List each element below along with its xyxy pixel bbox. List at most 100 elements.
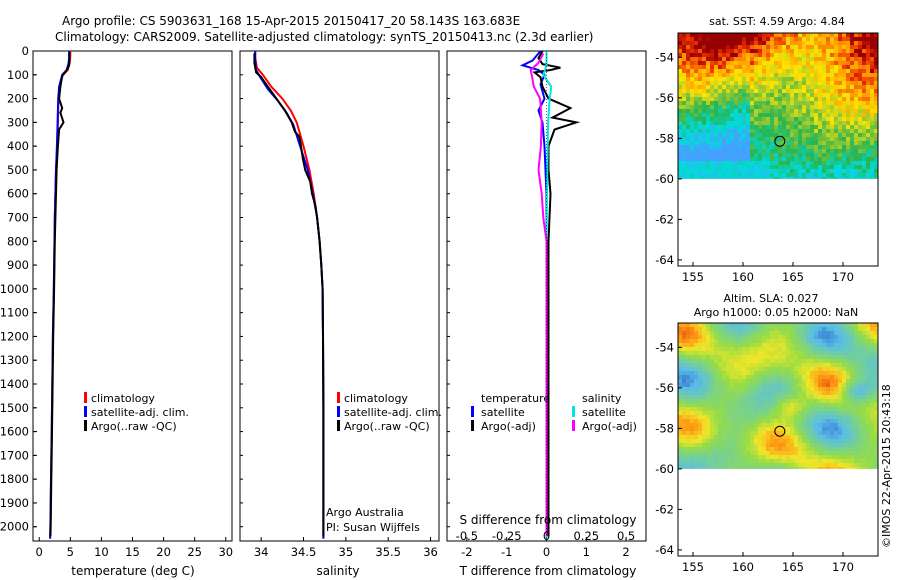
map-cell — [706, 85, 711, 90]
map-cell — [834, 343, 839, 348]
map-cell — [702, 451, 707, 456]
map-cell — [782, 157, 787, 162]
map-cell — [714, 443, 719, 448]
map-cell — [754, 89, 759, 94]
map-cell — [682, 137, 687, 142]
map-cell — [738, 165, 743, 170]
map-cell — [730, 363, 735, 368]
map-cell — [786, 169, 791, 174]
map-cell — [842, 173, 847, 178]
map-cell — [742, 391, 747, 396]
map-cell — [802, 391, 807, 396]
map-cell — [710, 177, 715, 179]
map-cell — [846, 81, 851, 86]
map-cell — [734, 455, 739, 460]
map-cell — [758, 57, 763, 62]
map-cell — [738, 387, 743, 392]
map-cell — [818, 379, 823, 384]
map-cell — [778, 173, 783, 178]
map-cell — [746, 371, 751, 376]
map-cell — [734, 101, 739, 106]
map-cell — [682, 323, 687, 328]
map-cell — [846, 165, 851, 170]
map-cell — [850, 81, 855, 86]
map-cell — [858, 451, 863, 456]
map-cell — [718, 157, 723, 162]
map-cell — [858, 81, 863, 86]
map-cell — [714, 133, 719, 138]
map-cell — [862, 447, 867, 452]
map-cell — [690, 97, 695, 102]
map-cell — [730, 45, 735, 50]
map-cell — [766, 399, 771, 404]
map-cell — [866, 367, 871, 372]
map-cell — [814, 69, 819, 74]
map-cell — [862, 347, 867, 352]
map-cell — [854, 113, 859, 118]
map-cell — [798, 89, 803, 94]
map-cell — [746, 335, 751, 340]
map-cell — [830, 359, 835, 364]
map-cell — [810, 363, 815, 368]
map-cell — [758, 387, 763, 392]
map-cell — [866, 169, 871, 174]
map-cell — [762, 73, 767, 78]
map-cell — [710, 129, 715, 134]
map-cell — [814, 129, 819, 134]
map-cell — [790, 65, 795, 70]
map-cell — [762, 415, 767, 420]
map-cell — [690, 467, 695, 469]
map-cell — [838, 133, 843, 138]
map-cell — [734, 153, 739, 158]
map-cell — [730, 331, 735, 336]
map-cell — [838, 61, 843, 66]
map-cell — [686, 343, 691, 348]
map-cell — [726, 371, 731, 376]
map-cell — [770, 57, 775, 62]
map-cell — [758, 355, 763, 360]
map-cell — [850, 351, 855, 356]
map-cell — [810, 323, 815, 328]
profile-line-argo-raw-qc- — [253, 53, 325, 537]
map-cell — [802, 69, 807, 74]
map-cell — [842, 339, 847, 344]
map-cell — [770, 77, 775, 82]
map-cell — [814, 113, 819, 118]
map-cell — [814, 125, 819, 130]
map-cell — [854, 125, 859, 130]
map-cell — [810, 173, 815, 178]
map-cell — [690, 137, 695, 142]
map-cell — [826, 41, 831, 46]
map-cell — [810, 145, 815, 150]
map-cell — [874, 157, 879, 162]
map-cell — [738, 37, 743, 42]
map-cell — [710, 327, 715, 332]
map-cell — [690, 423, 695, 428]
map-cell — [810, 463, 815, 468]
map-cell — [806, 431, 811, 436]
map-cell — [782, 387, 787, 392]
map-cell — [750, 459, 755, 464]
map-cell — [782, 125, 787, 130]
map-cell — [706, 323, 711, 328]
x-tick-label: -2 — [461, 545, 472, 559]
map-cell — [782, 153, 787, 158]
map-cell — [830, 113, 835, 118]
map-cell — [686, 459, 691, 464]
map-cell — [854, 431, 859, 436]
map-cell — [762, 85, 767, 90]
map-cell — [806, 359, 811, 364]
map-cell — [846, 419, 851, 424]
map-cell — [706, 149, 711, 154]
map-cell — [726, 165, 731, 170]
map-cell — [750, 351, 755, 356]
map-cell — [858, 77, 863, 82]
map-cell — [734, 49, 739, 54]
x-tick-label: 5 — [67, 545, 74, 559]
map-cell — [846, 61, 851, 66]
map-cell — [774, 331, 779, 336]
map-cell — [758, 451, 763, 456]
map-cell — [798, 375, 803, 380]
map-cell — [874, 169, 879, 174]
map-cell — [750, 367, 755, 372]
